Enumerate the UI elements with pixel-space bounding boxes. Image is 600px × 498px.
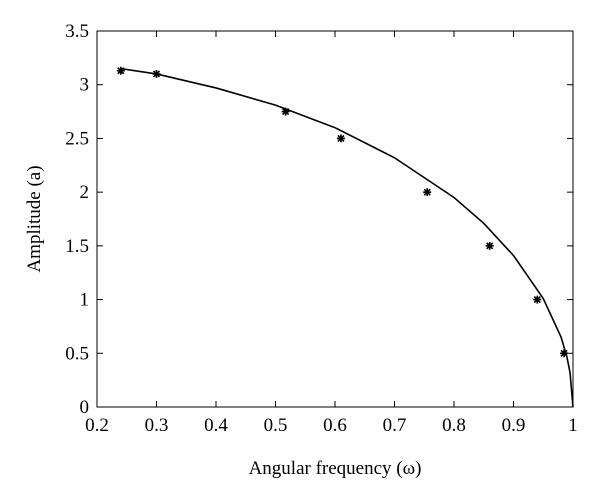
x-axis-label: Angular frequency (ω)	[249, 458, 422, 479]
x-tick-label: 0.2	[85, 415, 109, 436]
x-tick-label: 0.3	[145, 415, 169, 436]
x-tick-label: 0.9	[502, 415, 526, 436]
y-tick-label: 3	[80, 75, 90, 96]
data-point	[423, 188, 432, 197]
x-tick-label: 0.6	[323, 415, 347, 436]
data-point	[152, 69, 161, 78]
y-tick-label: 0.5	[65, 343, 89, 364]
x-tick-label: 1	[568, 415, 578, 436]
data-point	[560, 349, 569, 358]
data-point	[485, 241, 494, 250]
x-tick-label: 0.7	[383, 415, 407, 436]
y-axis-label: Amplitude (a)	[24, 165, 45, 272]
x-tick-label: 0.8	[442, 415, 466, 436]
data-point	[533, 295, 542, 304]
data-point	[281, 107, 290, 116]
y-tick-label: 1.5	[65, 236, 89, 257]
data-point	[116, 66, 125, 75]
data-point	[336, 134, 345, 143]
y-tick-label: 3.5	[65, 21, 89, 42]
y-tick-label: 2.5	[65, 128, 89, 149]
plot-frame	[96, 30, 574, 408]
y-tick-label: 2	[80, 182, 90, 203]
y-tick-label: 1	[80, 290, 90, 311]
y-tick-label: 0	[80, 397, 90, 418]
x-tick-label: 0.5	[264, 415, 288, 436]
curve	[120, 67, 574, 408]
x-tick-label: 0.4	[204, 415, 228, 436]
